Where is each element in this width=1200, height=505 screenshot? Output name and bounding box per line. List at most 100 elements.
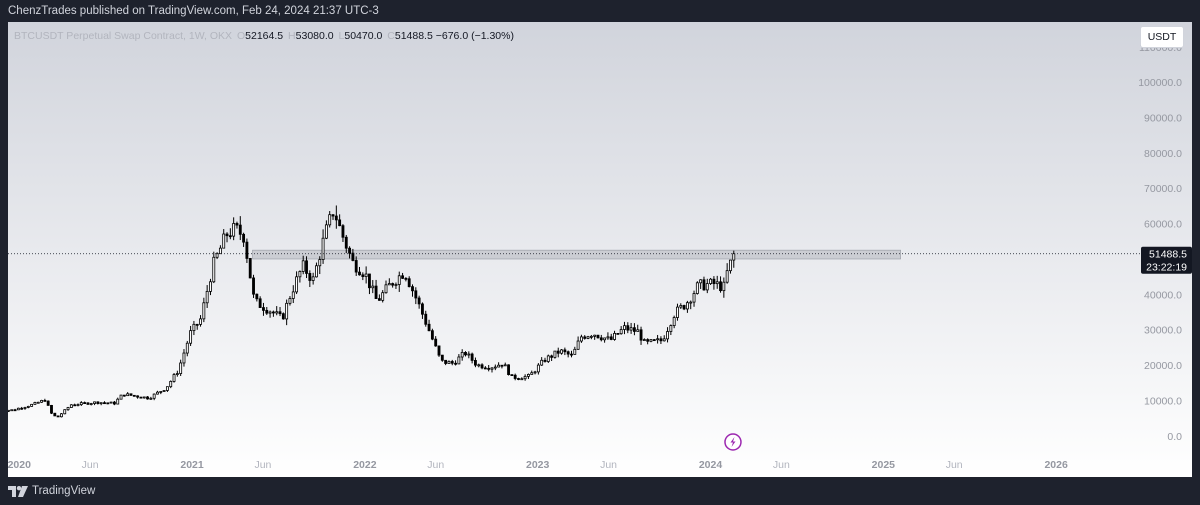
candle-body[interactable] xyxy=(122,394,126,397)
candle-body[interactable] xyxy=(205,291,209,304)
candle-body[interactable] xyxy=(348,247,352,254)
candle-body[interactable] xyxy=(689,301,693,304)
price-tag[interactable]: 51488.523:22:19 xyxy=(1141,246,1192,274)
candle-body[interactable] xyxy=(354,260,358,273)
candle-body[interactable] xyxy=(311,276,315,281)
candle-body[interactable] xyxy=(364,273,368,277)
candle-body[interactable] xyxy=(103,402,106,405)
candle-body[interactable] xyxy=(712,278,716,285)
candle-body[interactable] xyxy=(63,409,67,415)
candle-body[interactable] xyxy=(603,337,607,341)
candle-body[interactable] xyxy=(344,236,348,249)
candle-body[interactable] xyxy=(666,331,669,340)
candle-body[interactable] xyxy=(56,415,60,418)
candle-body[interactable] xyxy=(79,402,83,406)
candle-body[interactable] xyxy=(517,378,520,380)
candle-body[interactable] xyxy=(619,329,623,335)
candle-body[interactable] xyxy=(583,336,587,339)
candle-body[interactable] xyxy=(503,364,507,367)
candle-body[interactable] xyxy=(242,233,246,243)
candle-body[interactable] xyxy=(268,311,272,314)
candle-body[interactable] xyxy=(520,378,524,381)
candle-body[interactable] xyxy=(556,350,560,354)
candle-body[interactable] xyxy=(199,318,202,325)
candle-body[interactable] xyxy=(136,395,140,398)
candle-body[interactable] xyxy=(126,393,130,397)
candle-body[interactable] xyxy=(189,330,193,344)
currency-button[interactable]: USDT xyxy=(1140,26,1184,48)
candle-body[interactable] xyxy=(530,372,534,375)
candle-body[interactable] xyxy=(36,401,40,404)
candle-body[interactable] xyxy=(527,374,530,377)
candle-body[interactable] xyxy=(391,283,395,286)
candle-body[interactable] xyxy=(480,364,484,369)
candle-body[interactable] xyxy=(500,364,504,367)
candle-body[interactable] xyxy=(570,353,573,356)
candle-body[interactable] xyxy=(358,271,361,276)
candle-body[interactable] xyxy=(361,274,365,277)
candle-body[interactable] xyxy=(328,214,332,226)
candle-body[interactable] xyxy=(613,332,616,340)
candle-body[interactable] xyxy=(351,252,355,261)
candle-body[interactable] xyxy=(397,275,401,285)
candle-body[interactable] xyxy=(464,351,467,356)
candle-body[interactable] xyxy=(172,374,176,382)
candle-body[interactable] xyxy=(96,401,100,404)
candle-body[interactable] xyxy=(318,259,322,267)
chart-area[interactable]: 0.010000.020000.030000.040000.050000.060… xyxy=(8,22,1192,477)
candle-body[interactable] xyxy=(245,241,249,259)
candle-body[interactable] xyxy=(632,327,636,332)
candle-body[interactable] xyxy=(8,409,10,412)
candle-body[interactable] xyxy=(116,398,120,405)
candle-body[interactable] xyxy=(434,338,438,347)
candle-body[interactable] xyxy=(715,281,719,285)
candle-body[interactable] xyxy=(83,402,87,404)
candle-body[interactable] xyxy=(129,393,133,396)
candle-body[interactable] xyxy=(53,412,57,417)
candle-body[interactable] xyxy=(321,237,325,260)
candle-body[interactable] xyxy=(305,260,308,274)
candle-body[interactable] xyxy=(69,404,73,408)
candle-body[interactable] xyxy=(705,283,709,291)
candle-body[interactable] xyxy=(662,338,666,342)
candle-body[interactable] xyxy=(394,284,398,286)
candle-body[interactable] xyxy=(341,225,345,238)
candle-body[interactable] xyxy=(202,302,206,320)
candle-body[interactable] xyxy=(656,338,660,341)
candle-body[interactable] xyxy=(119,394,123,400)
candle-body[interactable] xyxy=(30,403,34,407)
candle-body[interactable] xyxy=(10,409,14,412)
candle-body[interactable] xyxy=(258,298,262,308)
candle-body[interactable] xyxy=(483,367,487,370)
candle-body[interactable] xyxy=(652,339,656,342)
candle-body[interactable] xyxy=(106,402,110,405)
candle-body[interactable] xyxy=(563,349,567,353)
candle-body[interactable] xyxy=(384,284,388,294)
tradingview-brand[interactable]: TradingView xyxy=(8,485,95,497)
candle-body[interactable] xyxy=(729,259,732,272)
candle-body[interactable] xyxy=(649,339,653,342)
candle-body[interactable] xyxy=(112,401,116,405)
candle-body[interactable] xyxy=(86,402,90,405)
candle-body[interactable] xyxy=(89,403,93,405)
candle-body[interactable] xyxy=(401,275,404,279)
candle-body[interactable] xyxy=(182,352,186,364)
candle-body[interactable] xyxy=(543,359,547,362)
candle-body[interactable] xyxy=(540,359,544,366)
candle-body[interactable] xyxy=(43,400,47,402)
candle-body[interactable] xyxy=(669,325,673,332)
candle-body[interactable] xyxy=(209,281,212,292)
candle-body[interactable] xyxy=(26,405,30,408)
candle-body[interactable] xyxy=(301,260,305,272)
candle-body[interactable] xyxy=(417,297,421,305)
candle-body[interactable] xyxy=(421,303,424,315)
candle-body[interactable] xyxy=(59,413,63,418)
candle-body[interactable] xyxy=(99,402,103,405)
candle-body[interactable] xyxy=(222,233,226,249)
candle-body[interactable] xyxy=(424,313,428,325)
candle-body[interactable] xyxy=(238,224,242,235)
candle-body[interactable] xyxy=(454,362,457,365)
candle-body[interactable] xyxy=(278,311,282,315)
candle-body[interactable] xyxy=(695,282,699,294)
candle-body[interactable] xyxy=(179,362,183,374)
